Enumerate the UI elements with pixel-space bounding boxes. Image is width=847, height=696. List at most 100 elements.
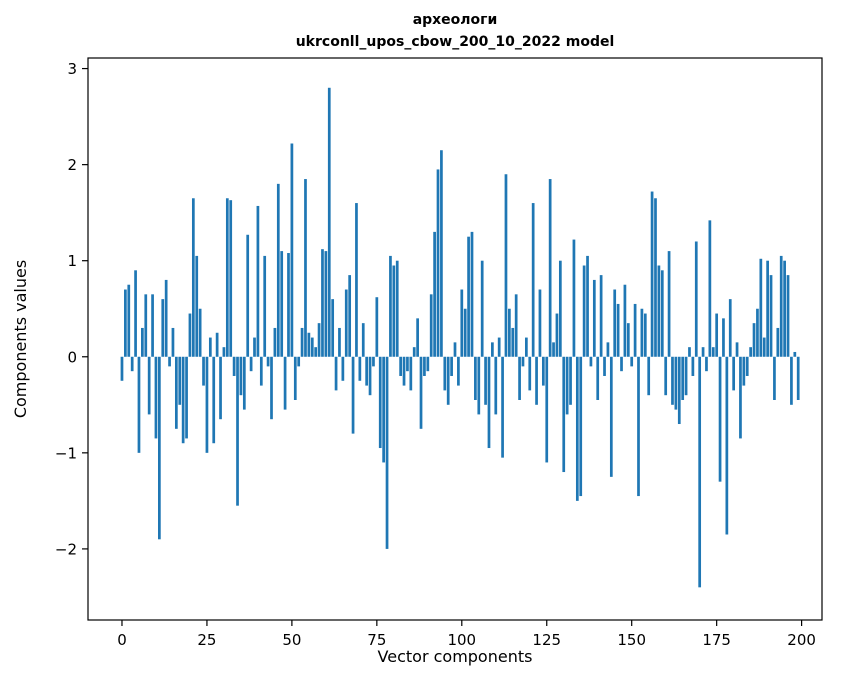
bar [242,356,246,410]
bar [144,294,148,357]
bar [310,337,314,357]
bar [535,356,538,405]
bar [409,356,413,391]
bar [718,356,722,482]
bar [344,289,348,357]
bar [256,205,260,357]
bar [589,356,593,367]
bar [776,327,780,357]
bar [596,356,600,400]
bar [518,356,521,400]
bar [154,356,158,439]
bar [474,356,477,400]
bar [185,356,188,439]
y-tick-label: 0 [67,348,77,366]
bar [188,313,192,357]
bar [705,356,708,372]
bars-layer [120,87,800,588]
bar [582,265,586,357]
bar [368,356,372,396]
bar [742,356,746,386]
bar [168,356,171,367]
bar [416,318,419,357]
bar [283,356,287,410]
bar [317,323,321,357]
bar [603,356,606,376]
bar [725,356,729,535]
bar [640,308,644,357]
bar [637,356,640,497]
y-axis-label: Components values [11,260,30,418]
bar [698,356,702,588]
bar [389,255,392,357]
bar [650,191,654,357]
bar [399,356,402,376]
bar [195,255,199,357]
bar [609,356,613,477]
bar [691,356,695,376]
bar [229,200,233,357]
bar [555,313,559,357]
bar [273,327,277,357]
bar [266,356,270,367]
bar [660,270,664,357]
bar [528,356,532,391]
bar [793,351,797,357]
bar [147,356,151,415]
bar [246,234,250,357]
bar [290,143,294,357]
bar [671,356,674,405]
bar [137,356,141,453]
bar [677,356,681,425]
bar [497,337,501,357]
bar [674,356,678,410]
bar [484,356,487,405]
bar [280,251,284,357]
bar [480,260,484,357]
bar [174,356,178,429]
bar [208,337,212,357]
bar [378,356,382,449]
bar [158,356,161,540]
bar [120,356,124,381]
bar [613,289,617,357]
bar [616,303,620,357]
bar [694,241,698,357]
bar [579,356,583,497]
bar [545,356,549,463]
y-tick-label: 2 [67,156,77,174]
bar [715,313,719,357]
bar [572,239,576,357]
bar [287,253,290,357]
bar [491,342,494,357]
bar [664,356,668,396]
bar [508,308,511,357]
bar [762,337,766,357]
x-tick-label: 200 [787,631,816,649]
bar [304,179,307,357]
bar [375,297,379,357]
bar [779,255,783,357]
bar [548,179,552,357]
y-tick-label: −2 [55,540,77,558]
bar [599,275,603,357]
bar [460,289,464,357]
chart-title-line2: ukrconll_upos_cbow_200_10_2022 model [296,34,615,50]
bar [684,356,688,396]
x-tick-label: 25 [197,631,216,649]
bar [198,308,202,357]
bar [552,342,555,357]
bar [171,327,175,357]
bar [395,260,399,357]
bar [558,260,562,357]
bar [606,342,610,357]
bar [426,356,430,372]
bar [361,323,365,357]
bar [786,275,790,357]
bar [225,198,229,357]
bar [623,284,627,357]
bar [219,356,222,420]
bar [351,356,355,434]
